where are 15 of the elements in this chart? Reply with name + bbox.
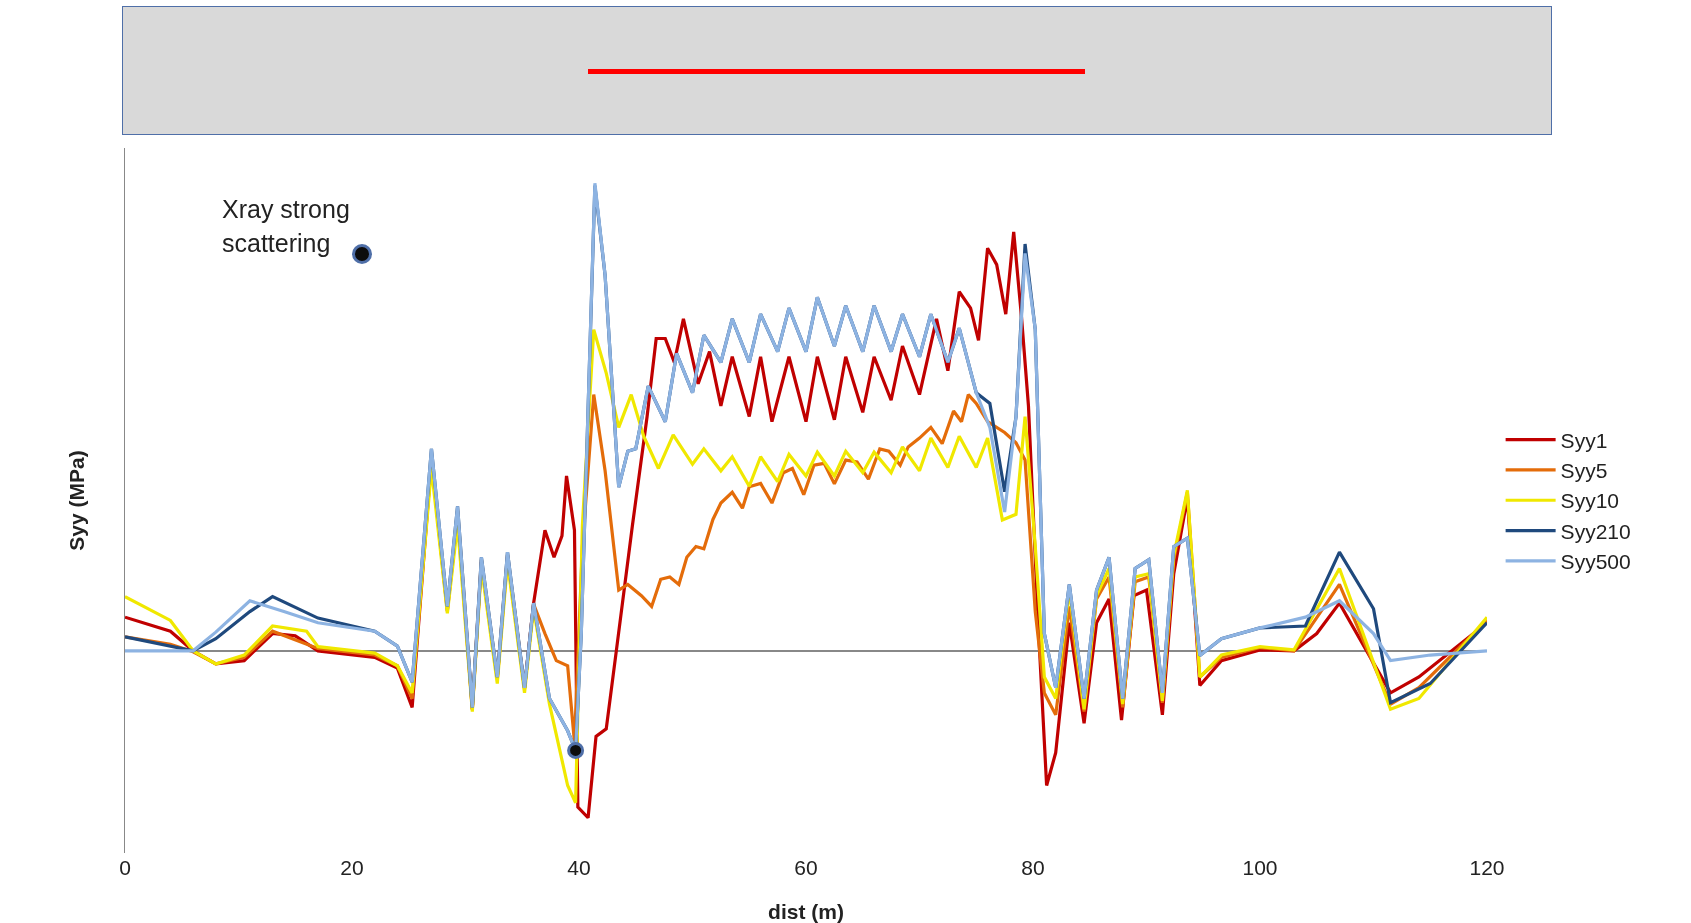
y-axis-title: Syy (MPa) [64, 450, 88, 551]
x-tick-label: 20 [340, 856, 364, 879]
legend-label: Syy5 [1560, 459, 1608, 483]
legend-label: Syy1 [1560, 428, 1608, 452]
x-tick-label: 60 [794, 856, 818, 879]
x-tick-label: 80 [1021, 856, 1045, 879]
x-tick-label: 100 [1242, 856, 1278, 879]
x-tick-label: 120 [1469, 856, 1505, 879]
legend-label: Syy210 [1560, 519, 1631, 543]
legend-label: Syy500 [1560, 550, 1631, 574]
x-axis-title: dist (m) [768, 900, 844, 923]
x-tick-label: 0 [119, 856, 131, 879]
annotation: Xray strong scattering [222, 194, 351, 259]
x-tick-label: 40 [567, 856, 591, 879]
legend-label: Syy10 [1560, 489, 1619, 513]
